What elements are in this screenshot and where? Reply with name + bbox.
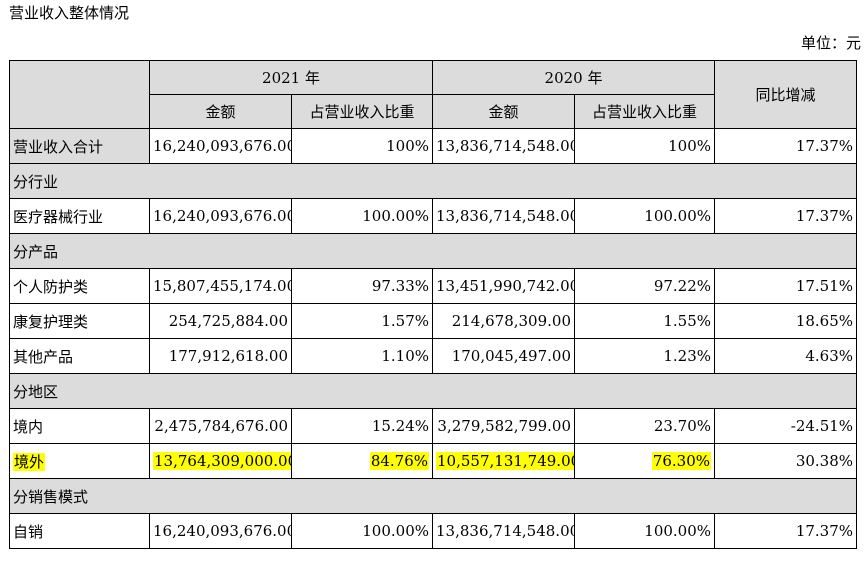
table-row-overseas: 境外 13,764,309,000.00 84.76% 10,557,131,7…: [9, 443, 858, 479]
yoy-cell: 17.51%: [714, 268, 858, 304]
row-label: 医疗器械行业: [9, 198, 150, 234]
ratio-2021-cell: 84.76%: [290, 443, 434, 479]
header-ratio-2020: 占营业收入比重: [574, 94, 716, 129]
highlighted-text: 84.76%: [369, 452, 430, 470]
highlighted-text: 境外: [13, 452, 46, 471]
ratio-2020-cell: 1.55%: [574, 303, 716, 339]
row-label: 境内: [9, 408, 150, 444]
highlighted-text: 10,557,131,749.00: [436, 452, 574, 470]
amount-2021-cell: 16,240,093,676.00: [149, 128, 292, 164]
highlighted-text: 76.30%: [651, 452, 712, 470]
yoy-cell: 17.37%: [714, 198, 858, 234]
ratio-2020-cell: 100.00%: [574, 513, 716, 549]
unit-label: 单位：元: [800, 34, 861, 52]
amount-2020-cell: 214,678,309.00: [432, 303, 576, 339]
header-ratio-2021: 占营业收入比重: [290, 94, 434, 129]
section-label: 分产品: [8, 233, 858, 269]
row-label: 营业收入合计: [9, 128, 150, 164]
amount-2020-cell: 13,451,990,742.00: [432, 268, 576, 304]
section-row-industry: 分行业: [8, 163, 858, 199]
amount-2020-cell: 13,836,714,548.00: [432, 128, 576, 164]
amount-2021-cell: 16,240,093,676.00: [149, 198, 292, 234]
ratio-2021-cell: 100.00%: [290, 198, 434, 234]
revenue-table: 2021 年 2020 年 同比增减 金额 占营业收入比重 金额 占营业收入比重…: [8, 60, 858, 549]
amount-2021-cell: 16,240,093,676.00: [149, 513, 292, 549]
amount-2020-cell: 3,279,582,799.00: [432, 408, 576, 444]
ratio-2020-cell: 97.22%: [574, 268, 716, 304]
highlighted-text: 13,764,309,000.00: [153, 452, 291, 470]
table-subheader-row: 金额 占营业收入比重 金额 占营业收入比重: [10, 94, 857, 129]
table-row-medical: 医疗器械行业 16,240,093,676.00 100.00% 13,836,…: [9, 198, 858, 234]
row-label: 境外: [9, 443, 150, 479]
ratio-2021-cell: 97.33%: [290, 268, 434, 304]
section-label: 分地区: [8, 373, 858, 409]
section-label: 分行业: [8, 163, 858, 199]
table-row-domestic: 境内 2,475,784,676.00 15.24% 3,279,582,799…: [9, 408, 858, 444]
ratio-2021-cell: 1.57%: [290, 303, 434, 339]
section-row-product: 分产品: [8, 233, 858, 269]
yoy-cell: 17.37%: [714, 513, 858, 549]
yoy-cell: 4.63%: [714, 338, 858, 374]
yoy-cell: 17.37%: [714, 128, 858, 164]
ratio-2021-cell: 100.00%: [290, 513, 434, 549]
table-row-other: 其他产品 177,912,618.00 1.10% 170,045,497.00…: [9, 338, 858, 374]
yoy-cell: -24.51%: [714, 408, 858, 444]
row-label: 个人防护类: [9, 268, 150, 304]
amount-2020-cell: 10,557,131,749.00: [432, 443, 576, 479]
header-year-2020: 2020 年: [432, 60, 716, 95]
ratio-2020-cell: 76.30%: [574, 443, 716, 479]
yoy-cell: 30.38%: [714, 443, 858, 479]
table-header-row: 2021 年 2020 年 同比增减: [9, 60, 858, 129]
amount-2020-cell: 170,045,497.00: [432, 338, 576, 374]
ratio-2021-cell: 1.10%: [290, 338, 434, 374]
table-row-total: 营业收入合计 16,240,093,676.00 100% 13,836,714…: [9, 128, 858, 164]
section-row-sales-mode: 分销售模式: [8, 478, 858, 514]
table-row-rehab: 康复护理类 254,725,884.00 1.57% 214,678,309.0…: [9, 303, 858, 339]
ratio-2020-cell: 100%: [574, 128, 716, 164]
table-row-personal: 个人防护类 15,807,455,174.00 97.33% 13,451,99…: [9, 268, 858, 304]
amount-2021-cell: 15,807,455,174.00: [149, 268, 292, 304]
ratio-2020-cell: 100.00%: [574, 198, 716, 234]
amount-2020-cell: 13,836,714,548.00: [432, 198, 576, 234]
header-corner-cell: [9, 60, 150, 129]
row-label: 自销: [9, 513, 150, 549]
amount-2021-cell: 254,725,884.00: [149, 303, 292, 339]
row-label: 其他产品: [9, 338, 150, 374]
table-row-direct: 自销 16,240,093,676.00 100.00% 13,836,714,…: [9, 513, 858, 549]
header-yoy: 同比增减: [714, 60, 858, 129]
header-amount-2020: 金额: [432, 94, 576, 129]
ratio-2021-cell: 15.24%: [290, 408, 434, 444]
ratio-2020-cell: 23.70%: [574, 408, 716, 444]
section-row-region: 分地区: [8, 373, 858, 409]
ratio-2021-cell: 100%: [290, 128, 434, 164]
amount-2021-cell: 13,764,309,000.00: [149, 443, 292, 479]
ratio-2020-cell: 1.23%: [574, 338, 716, 374]
section-label: 分销售模式: [8, 478, 858, 514]
header-year-2021: 2021 年: [148, 60, 434, 95]
amount-2020-cell: 13,836,714,548.00: [432, 513, 576, 549]
yoy-cell: 18.65%: [714, 303, 858, 339]
amount-2021-cell: 177,912,618.00: [149, 338, 292, 374]
amount-2021-cell: 2,475,784,676.00: [149, 408, 292, 444]
header-amount-2021: 金额: [149, 94, 292, 129]
document-title: 营业收入整体情况: [9, 4, 130, 22]
row-label: 康复护理类: [9, 303, 150, 339]
